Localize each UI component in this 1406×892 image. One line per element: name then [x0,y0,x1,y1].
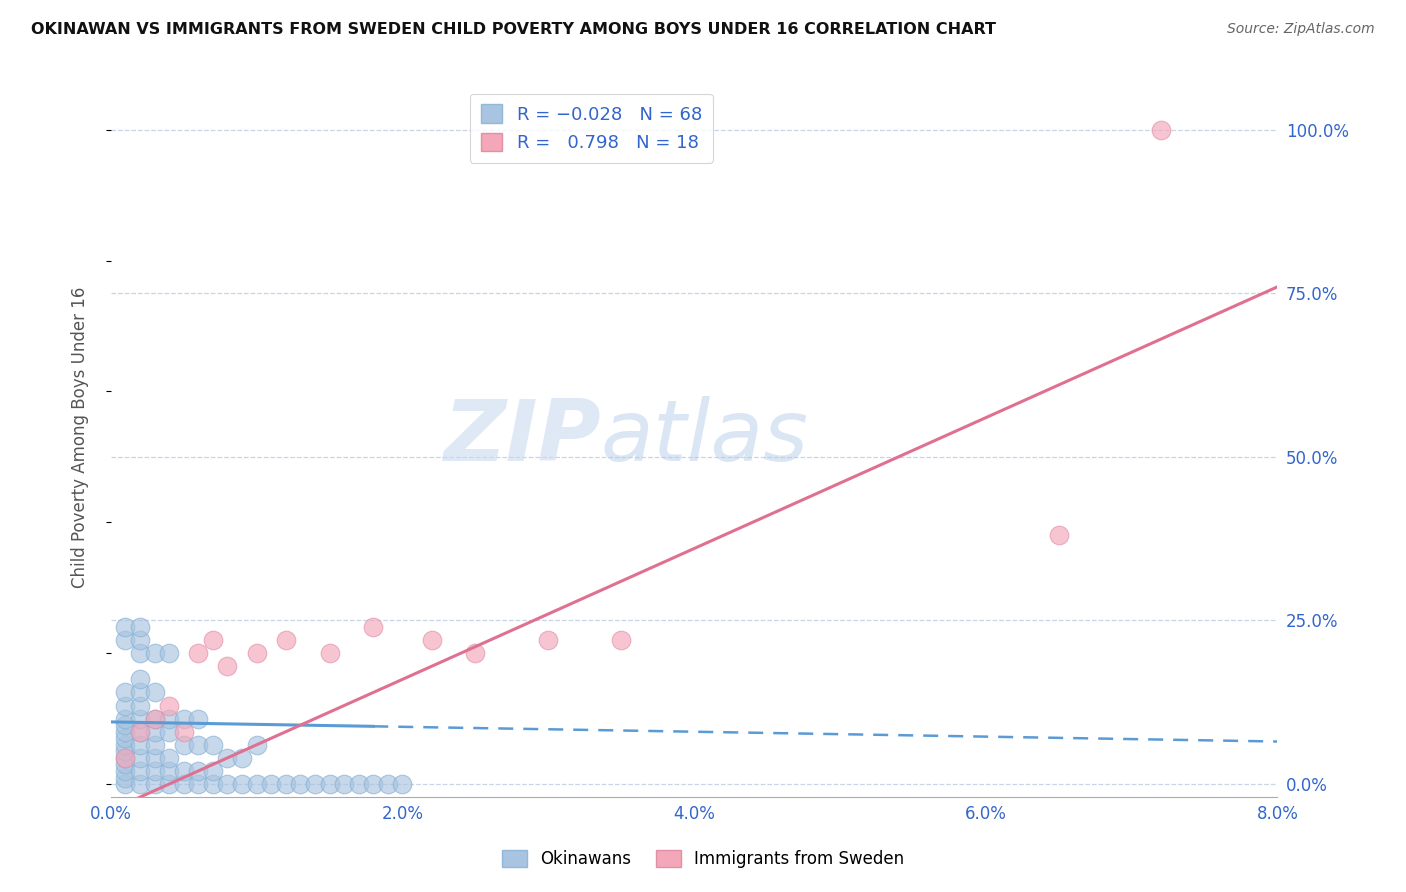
Text: Source: ZipAtlas.com: Source: ZipAtlas.com [1227,22,1375,37]
Point [143,738,166,752]
Point [217,751,239,765]
Point [187,777,209,791]
Text: ZIP: ZIP [443,396,600,479]
Point [318,777,340,791]
Point [157,724,180,739]
Point [114,757,136,772]
Point [157,646,180,660]
Point [246,646,269,660]
Point [114,698,136,713]
Point [114,724,136,739]
Point [217,777,239,791]
Point [201,633,224,648]
Point [260,777,283,791]
Point [129,724,152,739]
Point [129,685,152,699]
Point [114,771,136,785]
Point [377,777,399,791]
Point [114,718,136,732]
Point [114,744,136,758]
Point [143,685,166,699]
Point [114,620,136,634]
Point [173,777,195,791]
Point [231,751,253,765]
Point [129,764,152,778]
Point [231,777,253,791]
Point [114,764,136,778]
Point [129,633,152,648]
Point [1047,528,1070,542]
Point [187,764,209,778]
Point [143,712,166,726]
Point [129,620,152,634]
Point [391,777,413,791]
Point [610,633,633,648]
Point [173,764,195,778]
Point [1150,122,1173,136]
Text: OKINAWAN VS IMMIGRANTS FROM SWEDEN CHILD POVERTY AMONG BOYS UNDER 16 CORRELATION: OKINAWAN VS IMMIGRANTS FROM SWEDEN CHILD… [31,22,995,37]
Legend: Okinawans, Immigrants from Sweden: Okinawans, Immigrants from Sweden [495,843,911,875]
Point [187,712,209,726]
Point [173,712,195,726]
Point [114,712,136,726]
Point [274,633,297,648]
Point [201,738,224,752]
Point [274,777,297,791]
Point [187,646,209,660]
Text: atlas: atlas [600,396,808,479]
Point [114,731,136,746]
Point [129,724,152,739]
Point [347,777,370,791]
Point [157,764,180,778]
Point [157,712,180,726]
Point [143,777,166,791]
Point [143,646,166,660]
Point [217,659,239,673]
Point [114,751,136,765]
Point [304,777,326,791]
Point [201,777,224,791]
Point [114,777,136,791]
Point [173,724,195,739]
Point [290,777,312,791]
Point [129,712,152,726]
Point [157,777,180,791]
Point [114,685,136,699]
Point [157,698,180,713]
Legend: R = −0.028   N = 68, R =   0.798   N = 18: R = −0.028 N = 68, R = 0.798 N = 18 [470,94,713,163]
Y-axis label: Child Poverty Among Boys Under 16: Child Poverty Among Boys Under 16 [72,286,89,588]
Point [361,620,384,634]
Point [420,633,443,648]
Point [246,777,269,791]
Point [333,777,356,791]
Point [129,646,152,660]
Point [537,633,560,648]
Point [143,751,166,765]
Point [173,738,195,752]
Point [129,698,152,713]
Point [143,764,166,778]
Point [187,738,209,752]
Point [114,738,136,752]
Point [318,646,340,660]
Point [157,751,180,765]
Point [246,738,269,752]
Point [143,724,166,739]
Point [464,646,486,660]
Point [143,712,166,726]
Point [114,751,136,765]
Point [361,777,384,791]
Point [129,673,152,687]
Point [129,738,152,752]
Point [129,777,152,791]
Point [129,751,152,765]
Point [114,633,136,648]
Point [201,764,224,778]
